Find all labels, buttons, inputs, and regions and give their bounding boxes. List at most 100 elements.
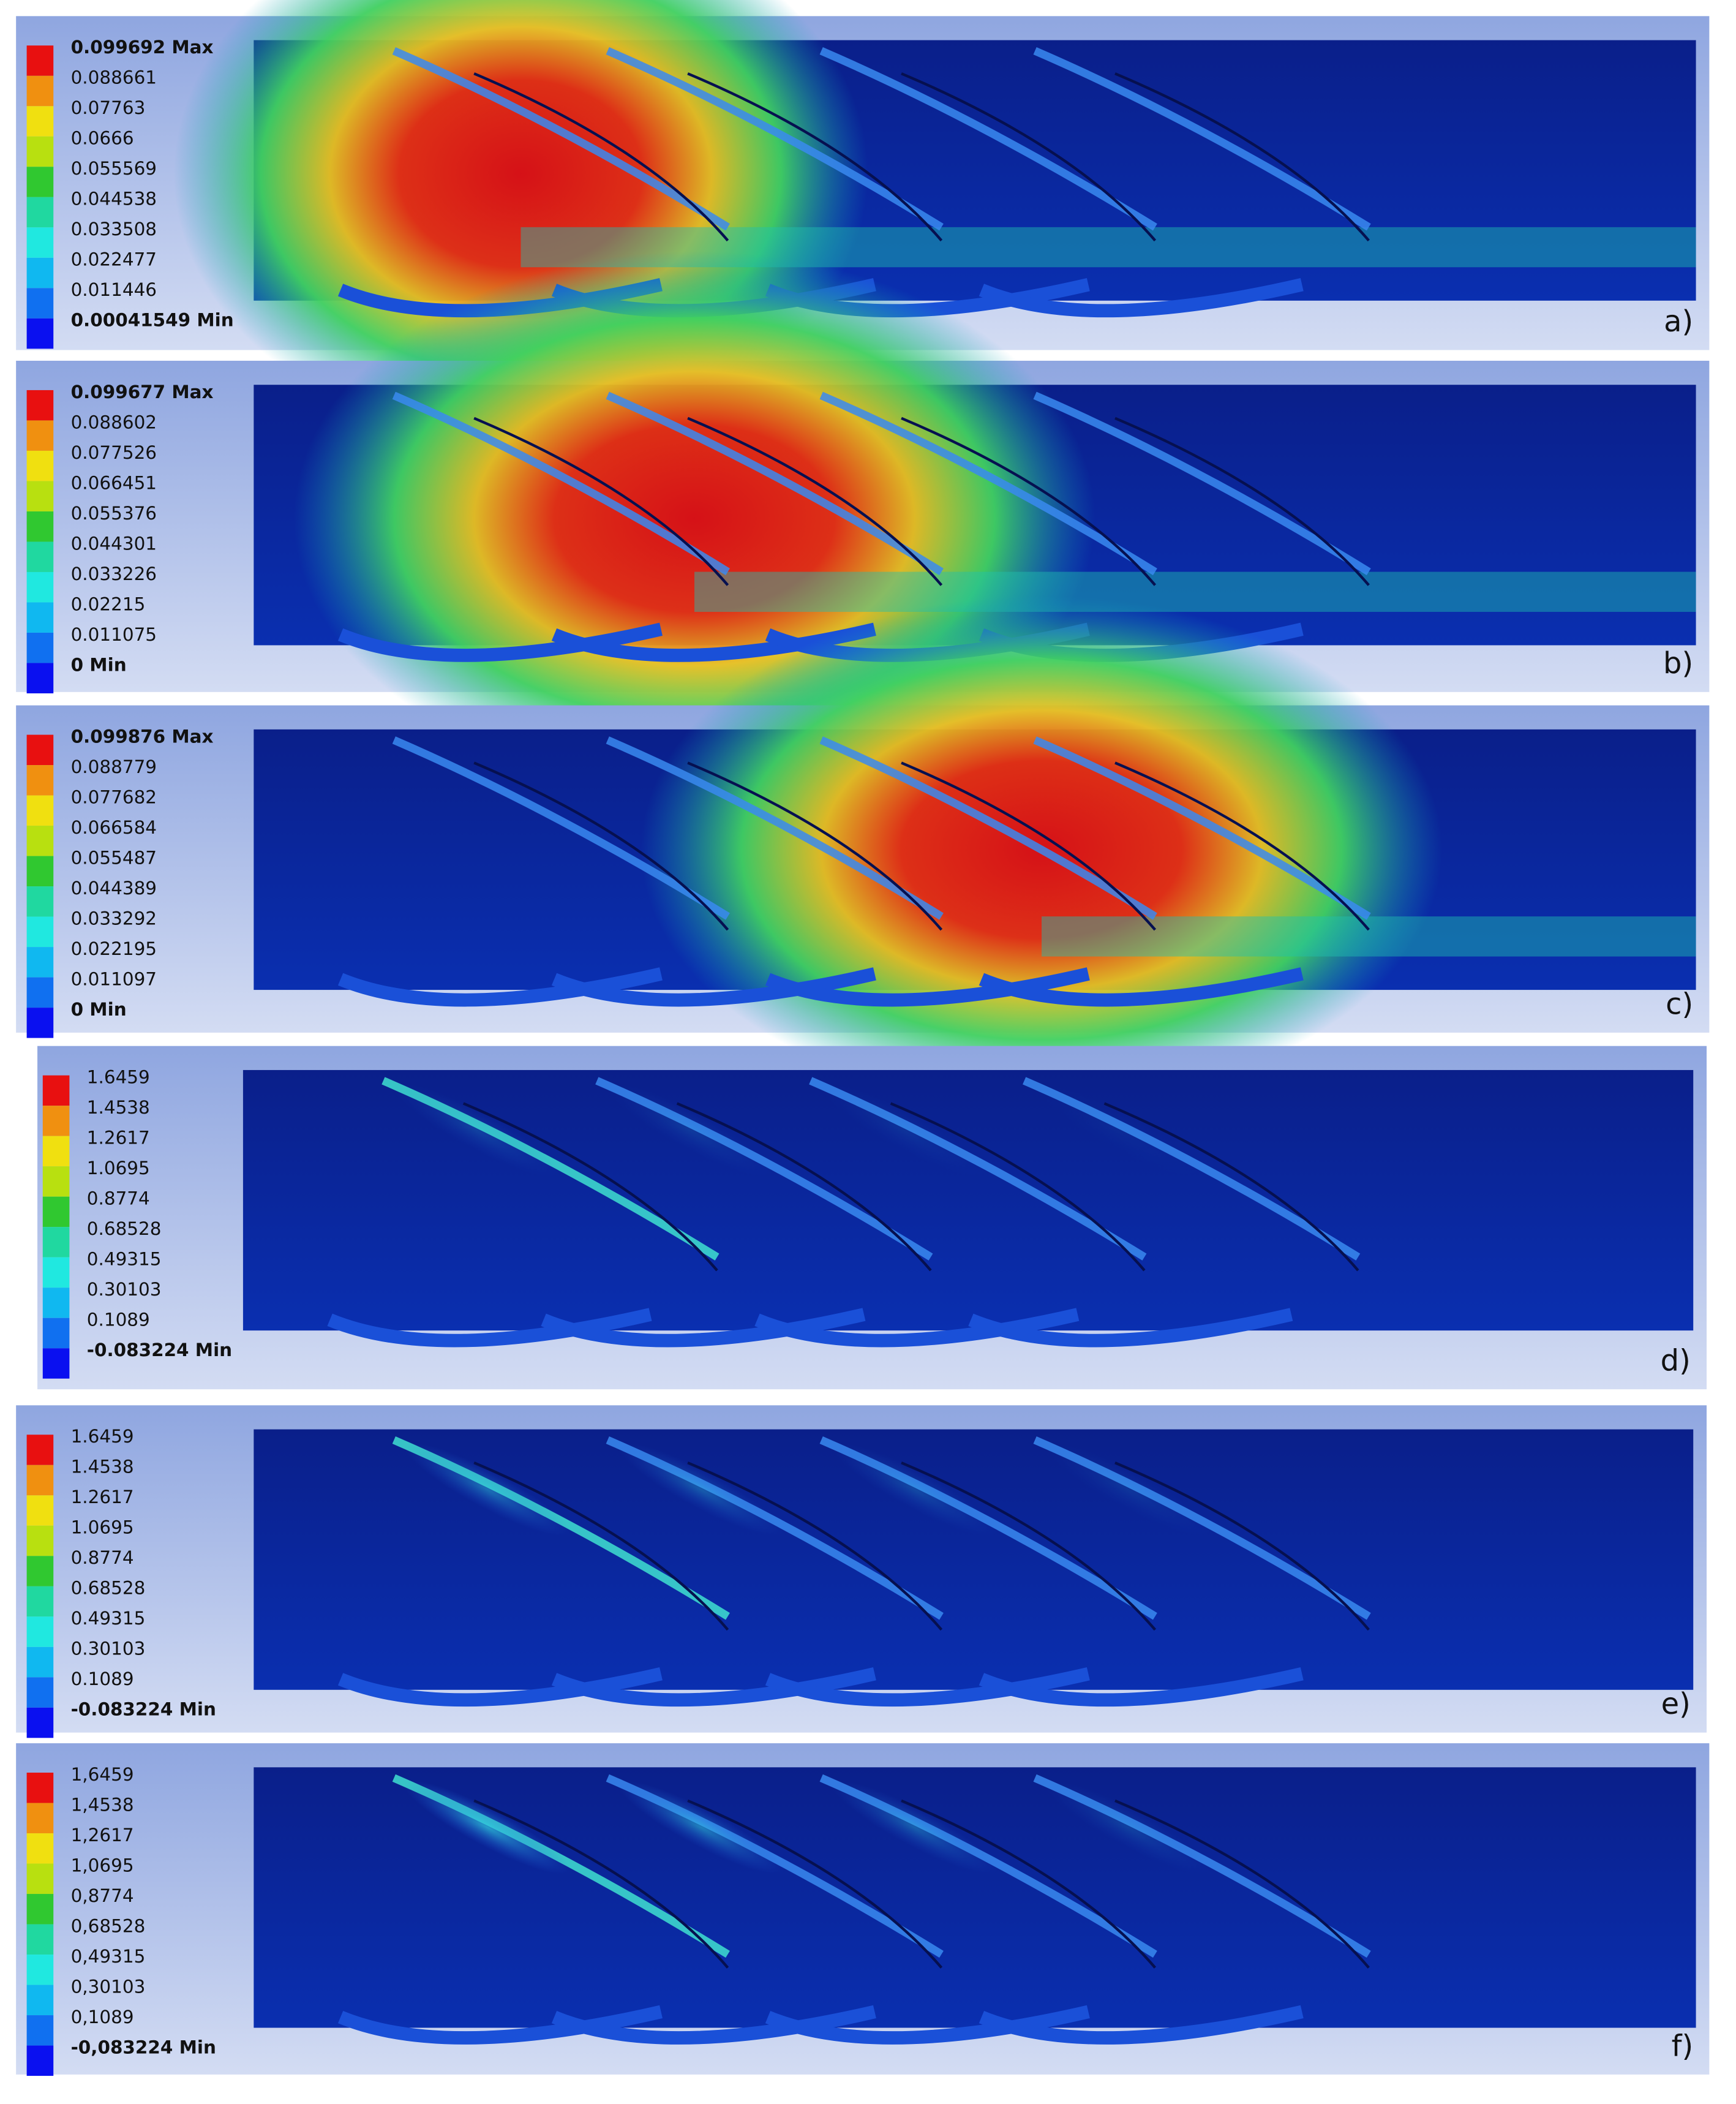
legend-swatch: [26, 856, 54, 887]
lower-blade: [337, 1667, 663, 1707]
blade-shadow: [901, 417, 1157, 586]
lower-blade: [979, 1667, 1304, 1707]
legend-swatch: [42, 1318, 70, 1349]
blade: [392, 47, 730, 231]
legend-label: 0.00041549 Min: [71, 310, 234, 331]
blade-shadow: [687, 1461, 943, 1631]
legend-label: 0.30103: [71, 1638, 146, 1659]
legend-swatch: [26, 136, 54, 167]
legend-label: 1.6459: [71, 1426, 134, 1447]
blade-glow: [404, 1780, 571, 1875]
legend-label: 1.2617: [87, 1128, 150, 1148]
blade-shadow: [473, 72, 729, 242]
blade: [1033, 391, 1371, 576]
legend-label: 1.6459: [87, 1067, 150, 1088]
legend-swatch: [26, 2045, 54, 2076]
legend-swatch: [26, 1495, 54, 1526]
wake-band: [1042, 916, 1696, 957]
lower-blade: [979, 278, 1304, 318]
legend-swatch: [26, 1863, 54, 1895]
legend-swatch: [42, 1075, 70, 1106]
legend-swatch: [26, 571, 54, 603]
legend-label: 1,6459: [71, 1764, 134, 1785]
legend-swatch: [42, 1257, 70, 1288]
blade: [392, 736, 730, 920]
legend-swatch: [26, 632, 54, 663]
legend-label: 1,0695: [71, 1855, 134, 1876]
legend-swatch: [26, 734, 54, 766]
blade-shadow: [462, 1102, 718, 1272]
legend-swatch: [26, 1556, 54, 1586]
blade-shadow: [1114, 761, 1370, 931]
legend-label: 0,68528: [71, 1915, 146, 1936]
legend-label: 0.68528: [71, 1578, 146, 1599]
lower-blade: [754, 1308, 1080, 1348]
panel-label: a): [1664, 304, 1693, 339]
legend-label: 0.044389: [71, 878, 157, 899]
lower-blade: [968, 1308, 1293, 1348]
legend-swatch: [26, 197, 54, 228]
lower-blade: [765, 2005, 1090, 2045]
blade-shadow: [901, 761, 1157, 931]
legend-label: 1.0695: [71, 1517, 134, 1538]
legend-label: 0.68528: [87, 1218, 162, 1239]
panel-label: e): [1661, 1687, 1691, 1721]
blade-glow: [832, 1780, 998, 1875]
blade-shadow: [473, 1461, 729, 1631]
legend-label: 0.8774: [71, 1547, 134, 1568]
legend-swatch: [26, 1465, 54, 1496]
legend-label: -0,083224 Min: [71, 2037, 216, 2057]
lower-blade: [541, 1308, 866, 1348]
legend-label: 0.099876 Max: [71, 726, 214, 747]
lower-blade: [337, 622, 663, 662]
blade: [606, 47, 944, 231]
legend-swatch: [26, 2015, 54, 2046]
legend-swatch: [26, 1773, 54, 1803]
legend-label: 0.088779: [71, 756, 157, 777]
legend-swatch: [26, 886, 54, 917]
legend-label: 0.8774: [87, 1188, 150, 1209]
legend-swatch: [26, 390, 54, 421]
legend-swatch: [42, 1196, 70, 1227]
legend-swatch: [42, 1288, 70, 1318]
wake-band: [694, 571, 1696, 612]
legend-label: 1.2617: [71, 1487, 134, 1507]
blade-glow: [1034, 1083, 1201, 1177]
blade-shadow: [1114, 1799, 1370, 1969]
legend-swatch: [26, 1677, 54, 1708]
legend-swatch: [42, 1166, 70, 1197]
legend-label: 0.077682: [71, 786, 157, 807]
blade-glow: [393, 1083, 560, 1177]
blade-shadow: [687, 417, 943, 586]
legend-swatch: [26, 1646, 54, 1678]
legend-swatch: [26, 1803, 54, 1834]
blade-glow: [832, 1442, 998, 1537]
panel-label: c): [1666, 987, 1693, 1021]
legend-swatch: [26, 1955, 54, 1985]
legend-swatch: [26, 106, 54, 137]
legend-label: 0.02215: [71, 594, 146, 614]
blade-shadow: [901, 1461, 1157, 1631]
lower-blade: [327, 1308, 652, 1348]
legend-label: 0.066451: [71, 472, 157, 493]
blade-glow: [404, 1442, 571, 1537]
legend-label: 0.011097: [71, 968, 157, 989]
blade: [1033, 736, 1371, 920]
legend-label: 0.0666: [71, 128, 134, 149]
legend-label: 0.033508: [71, 219, 157, 239]
legend-label: 1.0695: [87, 1158, 150, 1178]
blade-shadow: [1103, 1102, 1359, 1272]
legend-swatch: [26, 947, 54, 978]
blade-shadow: [901, 72, 1157, 242]
legend-swatch: [26, 227, 54, 258]
blade-shadow: [1114, 72, 1370, 242]
legend-swatch: [26, 1616, 54, 1647]
blade-shadow: [1114, 417, 1370, 586]
legend-swatch: [26, 795, 54, 826]
blade: [819, 391, 1157, 576]
legend-swatch: [26, 1924, 54, 1955]
panel-label: b): [1663, 646, 1693, 681]
legend-swatch: [42, 1348, 70, 1379]
